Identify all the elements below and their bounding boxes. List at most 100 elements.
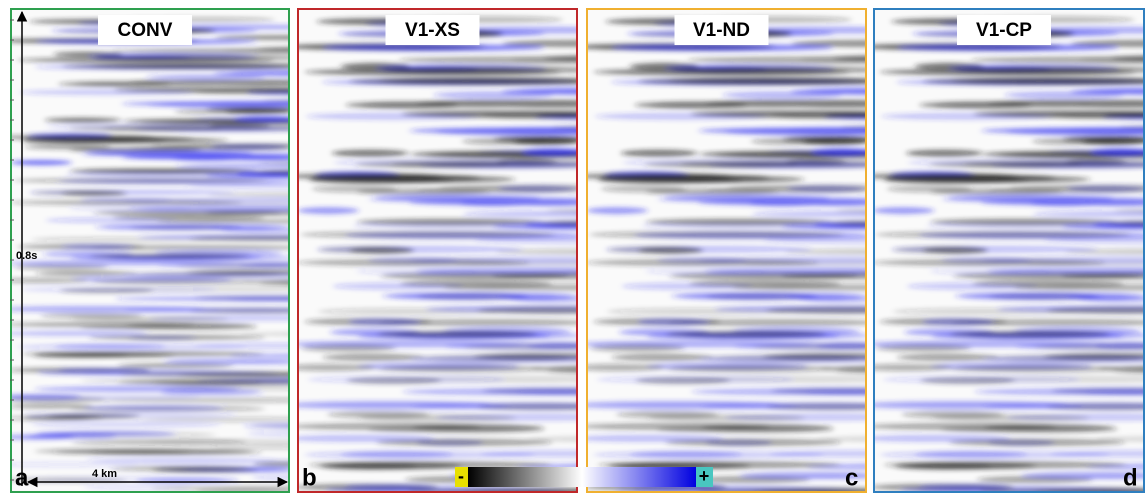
reflector — [10, 160, 72, 166]
reflectors — [586, 16, 867, 493]
reflector — [10, 434, 75, 440]
reflector — [612, 44, 833, 52]
reflector — [175, 163, 290, 169]
reflector — [252, 170, 290, 175]
panel-title: V1-ND — [693, 20, 750, 41]
panel-title: CONV — [118, 20, 173, 41]
reflector — [620, 149, 698, 157]
reflector — [464, 343, 578, 351]
reflector — [586, 364, 666, 372]
reflector — [589, 231, 845, 239]
reflector — [700, 402, 867, 410]
reflector — [645, 268, 767, 276]
reflector — [85, 457, 278, 463]
reflector — [606, 246, 701, 254]
reflector — [540, 220, 578, 227]
reflector — [807, 199, 867, 207]
panel-border — [10, 8, 290, 493]
colorbar-minus-box — [455, 467, 468, 487]
reflector — [979, 127, 1145, 135]
colorbar-plus: + — [699, 466, 710, 486]
reflector — [309, 461, 552, 469]
reflector — [88, 334, 265, 340]
reflector — [65, 172, 290, 178]
reflector — [934, 101, 1094, 109]
reflector — [495, 248, 578, 256]
reflector — [892, 307, 1077, 315]
reflector — [186, 183, 290, 189]
reflector — [740, 471, 867, 479]
reflector — [1034, 343, 1145, 351]
reflector — [120, 101, 290, 107]
reflector — [83, 405, 224, 411]
reflector — [795, 101, 867, 109]
reflector — [20, 287, 218, 293]
reflector — [53, 449, 191, 455]
reflector — [112, 215, 266, 221]
reflector — [349, 318, 421, 326]
reflector — [409, 355, 578, 363]
seismic-panel — [873, 8, 1145, 493]
reflector — [873, 364, 953, 372]
reflector — [172, 156, 236, 162]
reflector — [377, 330, 538, 338]
reflector — [599, 176, 742, 184]
reflector — [480, 450, 578, 458]
reflector — [875, 344, 972, 352]
reflector — [69, 206, 191, 212]
reflector — [85, 150, 254, 156]
reflector — [10, 403, 94, 409]
reflector — [829, 220, 867, 227]
reflector — [380, 66, 578, 74]
reflector — [297, 364, 377, 372]
reflector — [687, 56, 867, 64]
reflector — [345, 483, 436, 491]
reflector — [887, 185, 973, 193]
reflector — [546, 208, 578, 214]
reflector — [407, 127, 578, 135]
reflector — [240, 331, 290, 337]
reflector — [906, 149, 983, 157]
reflector — [950, 330, 1111, 338]
reflector — [928, 161, 1084, 169]
reflector — [373, 194, 541, 202]
reflector — [119, 371, 290, 377]
reflector — [156, 218, 290, 224]
seismic-panel — [586, 8, 867, 493]
reflector — [598, 461, 841, 469]
reflector — [146, 74, 266, 80]
reflector — [945, 194, 1114, 202]
reflector — [10, 278, 90, 284]
reflector — [376, 365, 546, 373]
reflector — [438, 184, 578, 192]
reflector — [10, 394, 81, 400]
panel-border — [873, 8, 1145, 493]
reflector — [611, 353, 713, 361]
reflector — [92, 210, 282, 216]
reflector — [463, 210, 578, 218]
reflector — [1087, 86, 1145, 94]
reflector — [13, 264, 110, 270]
reflector — [91, 245, 290, 251]
reflector — [727, 184, 867, 192]
reflector — [10, 330, 148, 336]
reflector — [922, 318, 994, 326]
reflector — [586, 207, 648, 215]
reflector — [176, 263, 290, 269]
reflector — [300, 344, 397, 352]
reflector — [10, 200, 243, 206]
reflector — [382, 292, 531, 300]
reflector — [545, 367, 578, 374]
reflector — [258, 160, 290, 165]
reflector — [662, 194, 830, 202]
panel-letter: b — [302, 464, 317, 491]
reflector — [367, 425, 546, 433]
reflector — [752, 210, 867, 218]
reflector — [919, 483, 1010, 491]
reflector — [34, 386, 241, 392]
reflector — [307, 376, 505, 384]
reflector — [231, 69, 290, 75]
reflector — [884, 461, 1127, 469]
reflector — [601, 185, 687, 193]
